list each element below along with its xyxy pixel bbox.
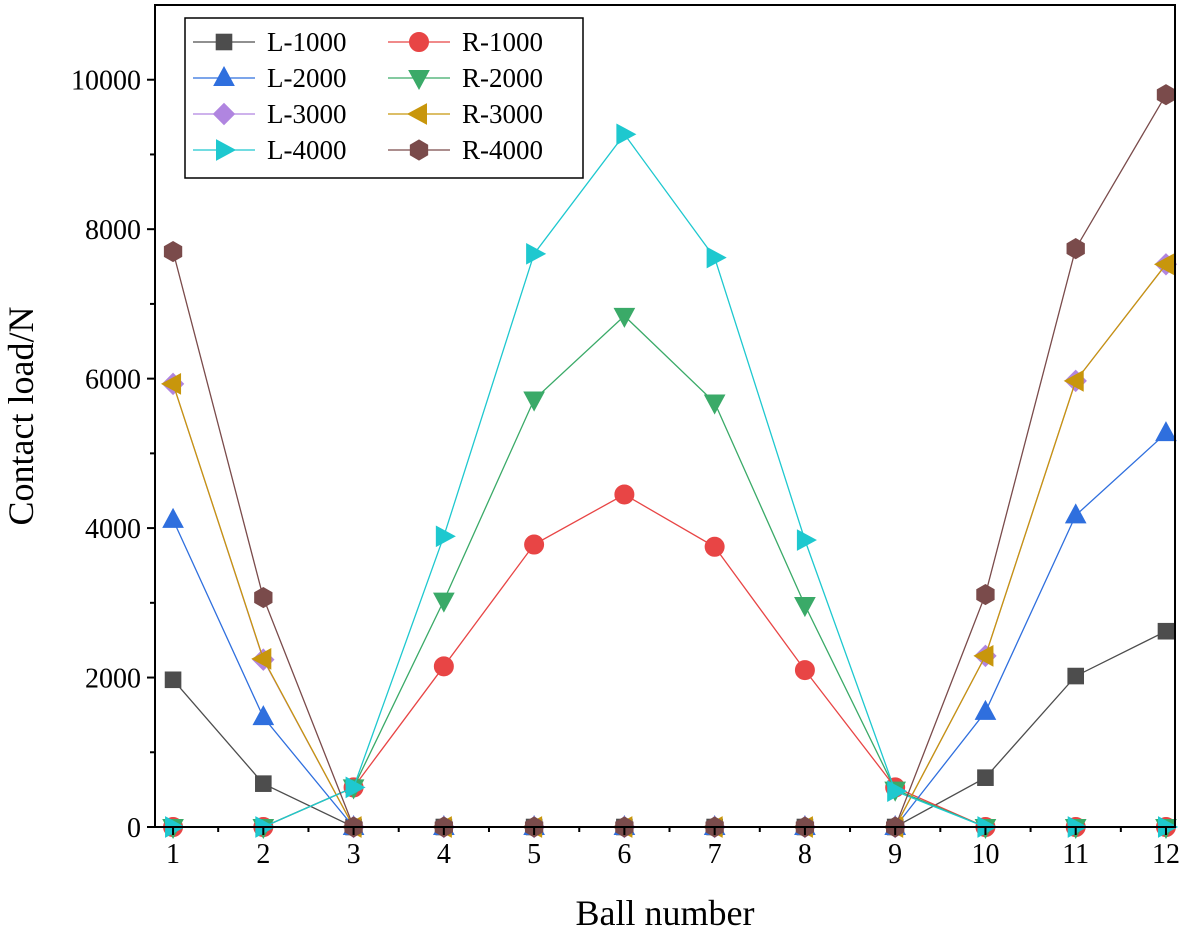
- data-point-l-2000: [1064, 503, 1087, 524]
- data-point-l-4000: [345, 776, 366, 799]
- legend-label-l-3000: L-3000: [267, 99, 346, 129]
- x-tick-label: 11: [1062, 839, 1089, 870]
- data-point-r-3000: [1153, 253, 1174, 276]
- legend-label-l-4000: L-4000: [267, 135, 346, 165]
- legend-label-r-1000: R-1000: [462, 27, 543, 57]
- data-point-r-3000: [973, 645, 994, 667]
- data-point-l-4000: [796, 529, 817, 551]
- y-tick-label: 6000: [85, 365, 141, 396]
- y-axis-title: Contact load/N: [1, 307, 41, 526]
- x-axis-title: Ball number: [576, 893, 755, 933]
- series-l-3000: [161, 253, 1178, 839]
- data-point-l-4000: [706, 246, 727, 269]
- legend-marker-r-2000: [408, 70, 430, 91]
- data-point-r-2000: [613, 307, 636, 328]
- data-point-l-4000: [887, 780, 908, 802]
- data-point-r-1000: [433, 656, 454, 677]
- legend-label-l-2000: L-2000: [267, 63, 346, 93]
- legend-marker-l-4000: [216, 139, 237, 161]
- series-r-3000: [161, 253, 1174, 838]
- series-line-l-4000: [173, 133, 1166, 828]
- data-point-r-1000: [794, 660, 815, 681]
- legend-marker-r-4000: [409, 139, 429, 161]
- data-point-l-1000: [164, 671, 182, 689]
- data-point-r-3000: [1063, 370, 1084, 392]
- x-tick-label: 4: [437, 839, 451, 870]
- series-line-l-1000: [172, 630, 1167, 828]
- series-line-r-1000: [173, 493, 1166, 828]
- x-tick-label: 10: [971, 839, 999, 870]
- series-line-r-4000: [172, 94, 1167, 828]
- data-point-l-1000: [255, 775, 272, 792]
- series-l-2000: [162, 421, 1177, 835]
- series-r-4000: [163, 84, 1176, 838]
- data-point-r-4000: [163, 241, 183, 263]
- legend-marker-l-3000: [212, 102, 236, 126]
- x-tick-label: 9: [888, 839, 902, 870]
- data-point-l-2000: [1155, 421, 1177, 442]
- legend-label-l-1000: L-1000: [267, 27, 346, 57]
- y-tick-label: 0: [127, 813, 141, 844]
- data-point-r-3000: [251, 648, 272, 670]
- plot-frame: [154, 4, 1176, 828]
- x-tick-label: 6: [617, 839, 631, 870]
- x-tick-label: 12: [1152, 839, 1180, 870]
- series-l-4000: [165, 123, 1179, 838]
- series-line-r-2000: [173, 315, 1166, 828]
- data-point-l-1000: [977, 769, 994, 786]
- data-point-r-4000: [1156, 84, 1176, 106]
- legend-label-r-4000: R-4000: [462, 135, 543, 165]
- y-tick-label: 8000: [85, 215, 141, 246]
- data-point-r-2000: [703, 394, 726, 415]
- data-point-r-4000: [254, 587, 273, 609]
- legend-marker-l-1000: [215, 33, 233, 51]
- legend-box: [184, 17, 584, 179]
- legend-label-r-2000: R-2000: [462, 63, 543, 93]
- data-point-r-4000: [1066, 238, 1085, 260]
- data-point-r-1000: [524, 534, 545, 555]
- legend-marker-r-3000: [406, 103, 427, 125]
- x-tick-label: 1: [166, 839, 180, 870]
- legend-marker-l-2000: [213, 65, 235, 86]
- plot-marks: [161, 84, 1179, 840]
- data-point-l-2000: [252, 705, 275, 726]
- legend-label-r-3000: R-3000: [462, 99, 543, 129]
- legend: L-1000 R-1000 L-2000 R-2000 L-3000 R-3000 L-40…: [184, 17, 584, 179]
- y-tick-label: 10000: [71, 66, 141, 97]
- series-r-2000: [162, 307, 1177, 840]
- data-point-r-4000: [976, 584, 995, 606]
- y-tick-label: 2000: [85, 664, 141, 695]
- legend-marker-r-1000: [409, 32, 429, 52]
- x-tick-label: 5: [527, 839, 541, 870]
- data-point-r-1000: [704, 536, 725, 557]
- x-tick-label: 7: [708, 839, 722, 870]
- data-point-l-2000: [974, 699, 997, 720]
- data-point-l-4000: [435, 525, 456, 548]
- y-tick-label: 4000: [85, 514, 141, 545]
- data-point-r-2000: [433, 592, 455, 613]
- data-point-l-4000: [526, 243, 547, 265]
- data-point-r-3000: [161, 373, 182, 395]
- x-tick-label: 8: [798, 839, 812, 870]
- data-point-r-2000: [794, 597, 816, 618]
- x-tick-label: 2: [256, 839, 270, 870]
- data-point-r-1000: [614, 484, 635, 505]
- x-tick-label: 3: [347, 839, 361, 870]
- data-point-l-2000: [162, 507, 184, 528]
- data-point-r-2000: [523, 391, 545, 412]
- data-point-l-1000: [1067, 667, 1085, 685]
- data-point-l-1000: [1157, 622, 1175, 640]
- data-point-l-4000: [616, 123, 637, 146]
